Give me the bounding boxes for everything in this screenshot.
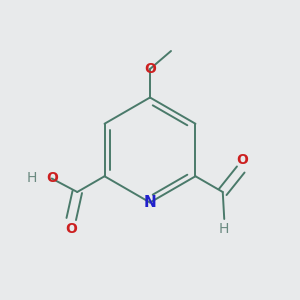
Text: O: O bbox=[46, 172, 58, 185]
Text: O: O bbox=[65, 222, 77, 236]
Text: H: H bbox=[27, 172, 38, 185]
Text: O: O bbox=[236, 152, 248, 167]
Text: H: H bbox=[219, 222, 230, 236]
Text: N: N bbox=[144, 195, 156, 210]
Text: O: O bbox=[144, 62, 156, 76]
